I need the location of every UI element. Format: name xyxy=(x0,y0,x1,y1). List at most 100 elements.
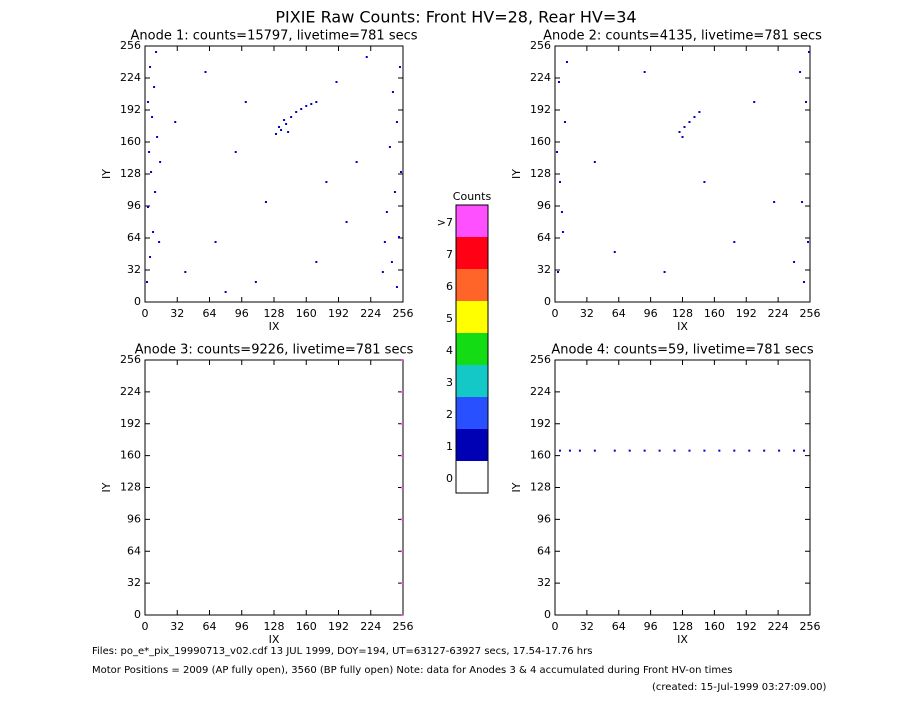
y-tick-label: 0 xyxy=(134,608,141,621)
pixel-count xyxy=(561,231,564,233)
pixel-count xyxy=(681,136,684,138)
plot-frame xyxy=(554,359,811,616)
pixel-count xyxy=(593,161,596,163)
y-tick-label: 128 xyxy=(120,167,141,180)
x-tick-label: 0 xyxy=(142,307,149,320)
pixel-count xyxy=(355,161,358,163)
pixel-count xyxy=(678,131,681,133)
pixel-count xyxy=(683,126,686,128)
y-tick-label: 160 xyxy=(530,449,551,462)
x-tick-label: 64 xyxy=(203,307,217,320)
pixel-count xyxy=(803,281,806,283)
colorbar-label: 0 xyxy=(446,472,453,485)
y-tick-label: 128 xyxy=(120,481,141,494)
y-tick-label: 0 xyxy=(134,295,141,308)
pixel-count xyxy=(391,91,394,93)
plot-frame xyxy=(144,45,404,303)
pixel-count xyxy=(159,161,162,163)
colorbar-label: >7 xyxy=(437,216,453,229)
pixel-count xyxy=(234,151,237,153)
pixel-count xyxy=(799,71,802,73)
colorbar-label: 3 xyxy=(446,376,453,389)
pixel-count xyxy=(400,422,403,425)
pixel-count xyxy=(718,449,721,452)
colorbar-box xyxy=(456,397,488,429)
x-axis-label: IX xyxy=(677,320,688,333)
pixel-count xyxy=(395,286,398,288)
panel-title: Anode 4: counts=59, livetime=781 secs xyxy=(551,343,813,358)
y-tick-label: 128 xyxy=(530,167,551,180)
y-tick-label: 128 xyxy=(530,481,551,494)
y-tick-label: 32 xyxy=(127,576,141,589)
pixel-count xyxy=(150,171,153,173)
pixel-count xyxy=(555,151,558,153)
y-tick-label: 256 xyxy=(120,353,141,366)
pixel-count xyxy=(693,116,696,118)
y-axis-label: IY xyxy=(100,482,113,492)
pixel-count xyxy=(593,449,596,452)
colorbar-box xyxy=(456,269,488,301)
y-tick-label: 96 xyxy=(127,512,141,525)
colorbar-box xyxy=(456,205,488,237)
pixel-count xyxy=(557,81,560,83)
pixel-count xyxy=(558,449,561,452)
pixel-count xyxy=(733,241,736,243)
pixel-count xyxy=(733,449,736,452)
x-tick-label: 160 xyxy=(704,307,725,320)
y-tick-label: 192 xyxy=(120,103,141,116)
colorbar-label: 5 xyxy=(446,312,453,325)
x-tick-label: 128 xyxy=(264,307,285,320)
y-tick-label: 64 xyxy=(537,231,551,244)
pixel-count xyxy=(345,221,348,223)
y-tick-label: 32 xyxy=(537,263,551,276)
pixel-count xyxy=(146,281,149,283)
pixel-count xyxy=(613,449,616,452)
pixel-count xyxy=(400,486,403,489)
x-tick-label: 256 xyxy=(800,620,821,633)
pixel-count xyxy=(568,449,571,452)
y-axis-label: IY xyxy=(100,169,113,179)
colorbar-box xyxy=(456,333,488,365)
pixel-count xyxy=(753,101,756,103)
pixel-count xyxy=(400,582,403,585)
pixel-count xyxy=(658,449,661,452)
pixel-count xyxy=(254,281,257,283)
x-axis-label: IX xyxy=(269,320,280,333)
pixel-count xyxy=(295,111,298,113)
pixel-count xyxy=(703,181,706,183)
pixel-count xyxy=(613,251,616,253)
x-tick-label: 160 xyxy=(296,620,317,633)
pixel-count xyxy=(400,614,403,616)
pixel-count xyxy=(763,449,766,452)
pixel-count xyxy=(565,61,568,63)
pixel-count xyxy=(280,129,283,131)
pixel-count xyxy=(153,86,156,88)
pixel-count xyxy=(310,103,313,105)
colorbar-box xyxy=(456,461,488,493)
y-tick-label: 224 xyxy=(120,71,141,84)
x-tick-label: 224 xyxy=(360,620,381,633)
x-tick-label: 128 xyxy=(672,307,693,320)
pixel-count xyxy=(244,101,247,103)
pixel-count xyxy=(264,201,267,203)
x-tick-label: 32 xyxy=(580,620,594,633)
x-tick-label: 128 xyxy=(672,620,693,633)
pixel-count xyxy=(399,171,402,173)
pixel-count xyxy=(214,241,217,243)
pixel-count xyxy=(275,133,278,135)
pixel-count xyxy=(148,151,151,153)
x-axis-label: IX xyxy=(677,633,688,646)
y-tick-label: 160 xyxy=(120,449,141,462)
colorbar-box xyxy=(456,365,488,397)
pixel-count xyxy=(149,256,152,258)
pixel-count xyxy=(688,121,691,123)
x-tick-label: 0 xyxy=(552,620,559,633)
y-tick-label: 224 xyxy=(120,385,141,398)
colorbar-label: 4 xyxy=(446,344,453,357)
pixel-count xyxy=(400,454,403,457)
pixel-count xyxy=(400,359,403,361)
pixel-count xyxy=(156,136,159,138)
pixel-count xyxy=(400,518,403,521)
pixel-count xyxy=(801,201,804,203)
colorbar-box xyxy=(456,301,488,333)
